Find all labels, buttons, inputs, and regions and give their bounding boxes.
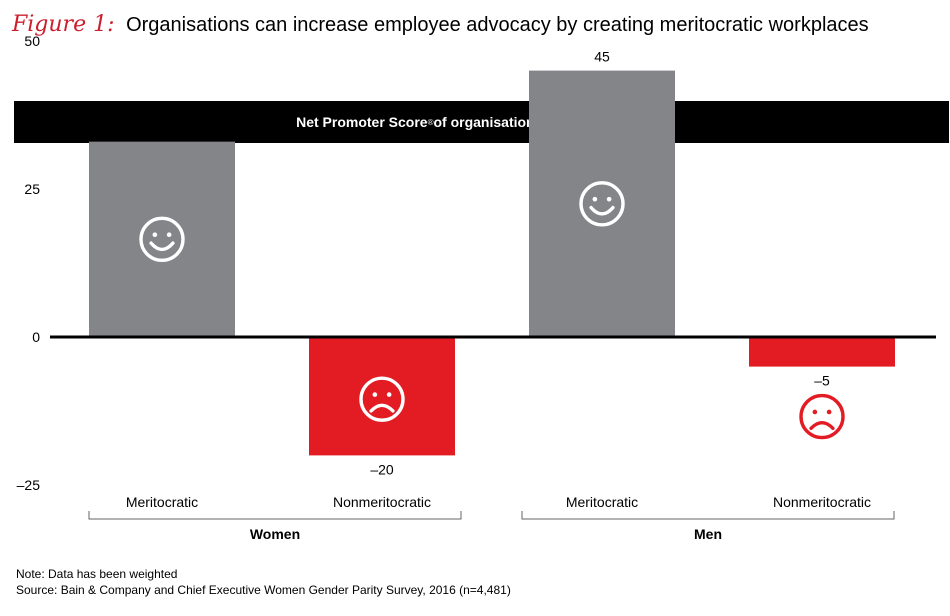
category-label: Meritocratic	[126, 494, 198, 510]
bar	[89, 141, 235, 337]
frowny-icon-eye-left	[812, 409, 818, 415]
frowny-icon-outline	[799, 393, 845, 440]
figure-label: Figure 1:	[12, 12, 115, 37]
data-label: –5	[814, 373, 830, 389]
source-text: Source: Bain & Company and Chief Executi…	[16, 583, 511, 597]
bar	[749, 337, 895, 367]
frowny-icon-eye-right	[826, 409, 832, 415]
group-label: Men	[694, 526, 722, 542]
smiley-icon-outline	[579, 181, 625, 227]
frowny-icon	[799, 393, 845, 440]
frowny-icon-mouth	[809, 421, 835, 431]
smiley-icon-outline	[139, 216, 185, 263]
bar	[309, 337, 455, 456]
data-label: 45	[594, 49, 610, 65]
category-label: Nonmeritocratic	[333, 494, 431, 510]
bar	[529, 70, 675, 337]
y-tick-label: 0	[32, 329, 40, 345]
smiley-icon-eye-left	[592, 196, 598, 202]
smiley-icon	[579, 181, 625, 227]
frowny-icon-eye-left	[372, 392, 378, 397]
frowny-icon-mouth	[369, 403, 395, 413]
note-text: Note: Data has been weighted	[16, 567, 178, 581]
data-label: –20	[370, 461, 394, 477]
y-tick-label: 50	[24, 33, 40, 49]
group-label: Women	[250, 526, 300, 542]
figure-title-text: Organisations can increase employee advo…	[126, 14, 869, 36]
y-tick-label: –25	[17, 477, 41, 493]
banner-registered-mark: ®	[427, 117, 434, 127]
frowny-icon-eye-right	[386, 392, 392, 397]
category-label: Meritocratic	[566, 494, 638, 510]
y-tick-label: 25	[24, 181, 40, 197]
figure-title: Figure 1: Organisations can increase emp…	[12, 12, 869, 37]
banner-text: Net Promoter Score	[296, 114, 428, 130]
smiley-icon-eye-right	[606, 196, 612, 202]
smiley-icon-mouth	[589, 205, 615, 216]
frowny-icon-outline	[359, 376, 405, 422]
smiley-icon-mouth	[149, 241, 175, 252]
nps-bar-chart: 50250–25–5033Meritocratic–20Nonmeritocra…	[17, 33, 936, 542]
frowny-icon	[359, 376, 405, 422]
smiley-icon-eye-left	[152, 232, 158, 238]
smiley-icon	[139, 216, 185, 263]
group-bracket	[521, 511, 895, 520]
group-bracket	[88, 511, 462, 520]
category-label: Nonmeritocratic	[773, 494, 871, 510]
data-label: 33	[154, 120, 170, 136]
smiley-icon-eye-right	[166, 232, 172, 238]
